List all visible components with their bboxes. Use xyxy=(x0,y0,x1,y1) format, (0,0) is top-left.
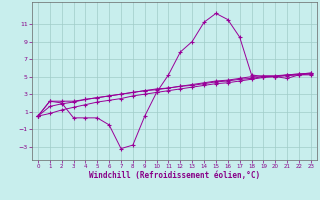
X-axis label: Windchill (Refroidissement éolien,°C): Windchill (Refroidissement éolien,°C) xyxy=(89,171,260,180)
